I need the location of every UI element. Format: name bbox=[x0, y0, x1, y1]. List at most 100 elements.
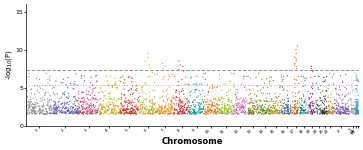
Point bbox=[160, 76, 166, 79]
Point bbox=[85, 113, 90, 115]
Point bbox=[309, 65, 314, 68]
Point bbox=[162, 106, 167, 108]
Point bbox=[355, 110, 360, 112]
Point bbox=[252, 106, 258, 108]
Point bbox=[229, 112, 234, 114]
Point bbox=[200, 89, 205, 91]
Point bbox=[252, 105, 258, 108]
Point bbox=[137, 104, 143, 107]
Point bbox=[67, 112, 73, 114]
Point bbox=[192, 105, 198, 108]
Point bbox=[146, 111, 152, 114]
Point bbox=[326, 112, 332, 114]
Point bbox=[176, 112, 182, 115]
Point bbox=[113, 112, 118, 115]
Point bbox=[292, 82, 298, 85]
Point bbox=[222, 105, 228, 108]
Point bbox=[319, 109, 325, 111]
Point bbox=[157, 105, 163, 108]
Point bbox=[266, 83, 272, 85]
Point bbox=[112, 105, 118, 107]
Point bbox=[216, 96, 222, 99]
Point bbox=[147, 99, 153, 101]
Point bbox=[258, 105, 264, 107]
Point bbox=[354, 98, 359, 101]
Point bbox=[186, 101, 192, 103]
X-axis label: Chromosome: Chromosome bbox=[162, 137, 223, 146]
Point bbox=[241, 106, 247, 109]
Point bbox=[153, 111, 159, 113]
Point bbox=[127, 112, 132, 115]
Point bbox=[97, 104, 103, 106]
Point bbox=[160, 90, 166, 93]
Point bbox=[327, 106, 333, 108]
Point bbox=[75, 84, 81, 86]
Point bbox=[315, 87, 321, 89]
Point bbox=[47, 84, 53, 86]
Point bbox=[130, 112, 135, 114]
Point bbox=[219, 111, 225, 114]
Point bbox=[135, 100, 141, 103]
Point bbox=[173, 96, 179, 98]
Point bbox=[292, 105, 298, 107]
Point bbox=[280, 112, 285, 114]
Point bbox=[274, 98, 280, 100]
Point bbox=[322, 97, 328, 100]
Point bbox=[140, 92, 146, 94]
Point bbox=[28, 96, 33, 98]
Point bbox=[93, 109, 98, 111]
Point bbox=[331, 110, 337, 112]
Point bbox=[309, 111, 315, 113]
Point bbox=[103, 111, 109, 113]
Point bbox=[203, 78, 208, 80]
Point bbox=[184, 109, 189, 111]
Point bbox=[235, 112, 241, 114]
Point bbox=[31, 112, 37, 114]
Point bbox=[168, 112, 174, 114]
Point bbox=[72, 103, 78, 105]
Point bbox=[130, 112, 136, 115]
Point bbox=[124, 111, 130, 113]
Point bbox=[164, 98, 170, 101]
Point bbox=[326, 111, 332, 114]
Point bbox=[260, 86, 266, 89]
Point bbox=[77, 110, 83, 112]
Point bbox=[295, 75, 301, 78]
Point bbox=[128, 110, 134, 113]
Point bbox=[166, 112, 172, 115]
Point bbox=[276, 112, 281, 115]
Point bbox=[353, 107, 359, 110]
Point bbox=[311, 108, 317, 110]
Point bbox=[126, 76, 131, 79]
Point bbox=[94, 110, 100, 112]
Point bbox=[170, 106, 175, 108]
Point bbox=[353, 111, 359, 113]
Point bbox=[346, 105, 352, 107]
Point bbox=[166, 109, 171, 111]
Point bbox=[219, 103, 225, 105]
Point bbox=[225, 113, 231, 115]
Point bbox=[89, 110, 95, 112]
Point bbox=[170, 108, 175, 111]
Point bbox=[48, 113, 54, 115]
Point bbox=[313, 100, 319, 102]
Point bbox=[105, 101, 111, 103]
Point bbox=[298, 111, 304, 114]
Point bbox=[151, 108, 156, 110]
Point bbox=[185, 83, 191, 86]
Point bbox=[237, 107, 242, 109]
Point bbox=[50, 112, 56, 115]
Point bbox=[79, 91, 85, 93]
Point bbox=[59, 103, 65, 105]
Point bbox=[46, 112, 52, 115]
Point bbox=[80, 101, 86, 103]
Point bbox=[267, 100, 273, 103]
Point bbox=[178, 111, 184, 113]
Point bbox=[222, 112, 228, 115]
Point bbox=[68, 112, 74, 114]
Point bbox=[44, 110, 49, 113]
Point bbox=[114, 87, 120, 89]
Point bbox=[253, 110, 259, 112]
Point bbox=[260, 108, 266, 111]
Point bbox=[81, 108, 87, 110]
